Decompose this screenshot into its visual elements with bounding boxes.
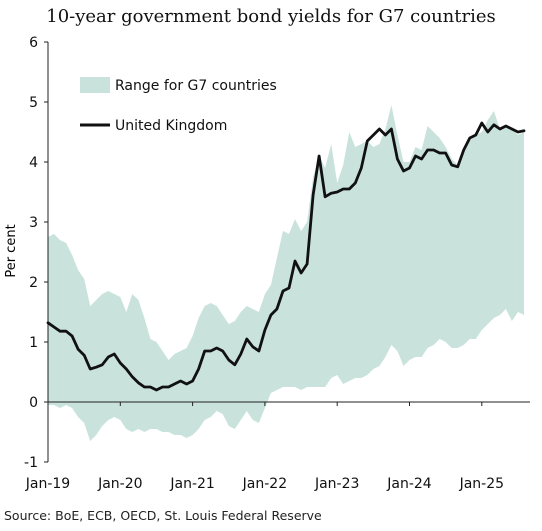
- axis-layer: -1 0 1 2 3 4 5 6 Jan-19 Jan-20 Jan-21 Jan-22 Jan-23 J…: [24, 35, 530, 492]
- chart-title: 10-year government bond yields for G7 co…: [46, 6, 496, 27]
- legend: Range for G7 countries United Kingdom: [80, 77, 277, 134]
- x-tick-label: Jan-23: [314, 476, 359, 492]
- x-tick-label: Jan-21: [169, 476, 214, 492]
- band-layer: [48, 105, 524, 441]
- x-tick-label: Jan-25: [459, 476, 504, 492]
- x-tick-label: Jan-20: [97, 476, 142, 492]
- y-tick-label: 4: [29, 155, 38, 171]
- line-layer: [46, 121, 526, 392]
- x-tick-label: Jan-24: [386, 476, 432, 492]
- y-axis-title: Per cent: [4, 224, 19, 277]
- y-tick-label: 2: [29, 275, 38, 291]
- legend-label-range: Range for G7 countries: [115, 78, 277, 94]
- y-tick-label: 5: [29, 95, 38, 111]
- legend-swatch-range: [80, 77, 110, 93]
- uk-yield-line: [46, 121, 526, 392]
- y-tick-label: 0: [29, 395, 38, 411]
- legend-label-uk: United Kingdom: [115, 118, 227, 134]
- y-tick-label: -1: [24, 455, 38, 471]
- g7-range-band: [48, 105, 524, 441]
- y-tick-label: 1: [29, 335, 38, 351]
- y-tick-label: 3: [29, 215, 38, 231]
- x-tick-label: Jan-22: [242, 476, 287, 492]
- x-tick-label: Jan-19: [25, 476, 70, 492]
- source-note: Source: BoE, ECB, OECD, St. Louis Federa…: [4, 508, 322, 523]
- y-tick-label: 6: [29, 35, 38, 51]
